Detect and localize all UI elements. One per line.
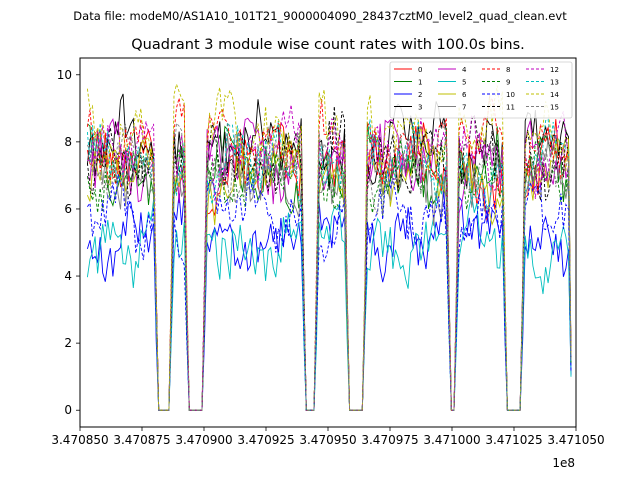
y-tick-label: 6: [64, 202, 72, 216]
x-tick-label: 3.471050: [547, 433, 604, 447]
legend-label-2: 2: [418, 91, 422, 99]
x-tick-label: 3.470975: [361, 433, 418, 447]
legend-label-6: 6: [462, 91, 467, 99]
legend-label-5: 5: [462, 79, 466, 87]
legend-label-0: 0: [418, 66, 422, 74]
legend-label-1: 1: [418, 79, 422, 87]
legend-label-11: 11: [506, 104, 515, 112]
x-tick-label: 3.470900: [175, 433, 232, 447]
x-offset-label: 1e8: [552, 456, 575, 470]
legend-label-8: 8: [506, 66, 510, 74]
legend-label-15: 15: [550, 104, 559, 112]
y-axis: 0 2 4 6 8 10: [57, 68, 80, 417]
legend-label-7: 7: [462, 104, 466, 112]
suptitle: Data file: modeM0/AS1A10_101T21_90000040…: [73, 9, 567, 23]
legend-label-3: 3: [418, 104, 422, 112]
series-line-15: [86, 121, 572, 411]
chart-title: Quadrant 3 module wise count rates with …: [131, 37, 525, 53]
legend-box: [389, 61, 573, 119]
legend-label-4: 4: [462, 66, 467, 74]
legend-label-14: 14: [550, 91, 559, 99]
legend-label-12: 12: [550, 66, 559, 74]
y-tick-label: 2: [64, 336, 72, 350]
legend-label-9: 9: [506, 79, 510, 87]
y-tick-label: 8: [64, 135, 72, 149]
x-tick-label: 3.470875: [113, 433, 170, 447]
x-tick-label: 3.471000: [423, 433, 480, 447]
x-axis: 3.470850 3.470875 3.470900 3.470925 3.470950…: [51, 427, 605, 447]
x-tick-label: 3.470950: [299, 433, 356, 447]
y-tick-label: 4: [64, 269, 72, 283]
y-tick-label: 10: [57, 68, 72, 82]
x-tick-label: 3.471025: [485, 433, 542, 447]
x-tick-label: 3.470850: [51, 433, 108, 447]
y-tick-label: 0: [64, 403, 72, 417]
series-layer: [86, 82, 572, 411]
x-tick-label: 3.470925: [237, 433, 294, 447]
legend-label-10: 10: [506, 91, 515, 99]
legend-label-13: 13: [550, 79, 559, 87]
